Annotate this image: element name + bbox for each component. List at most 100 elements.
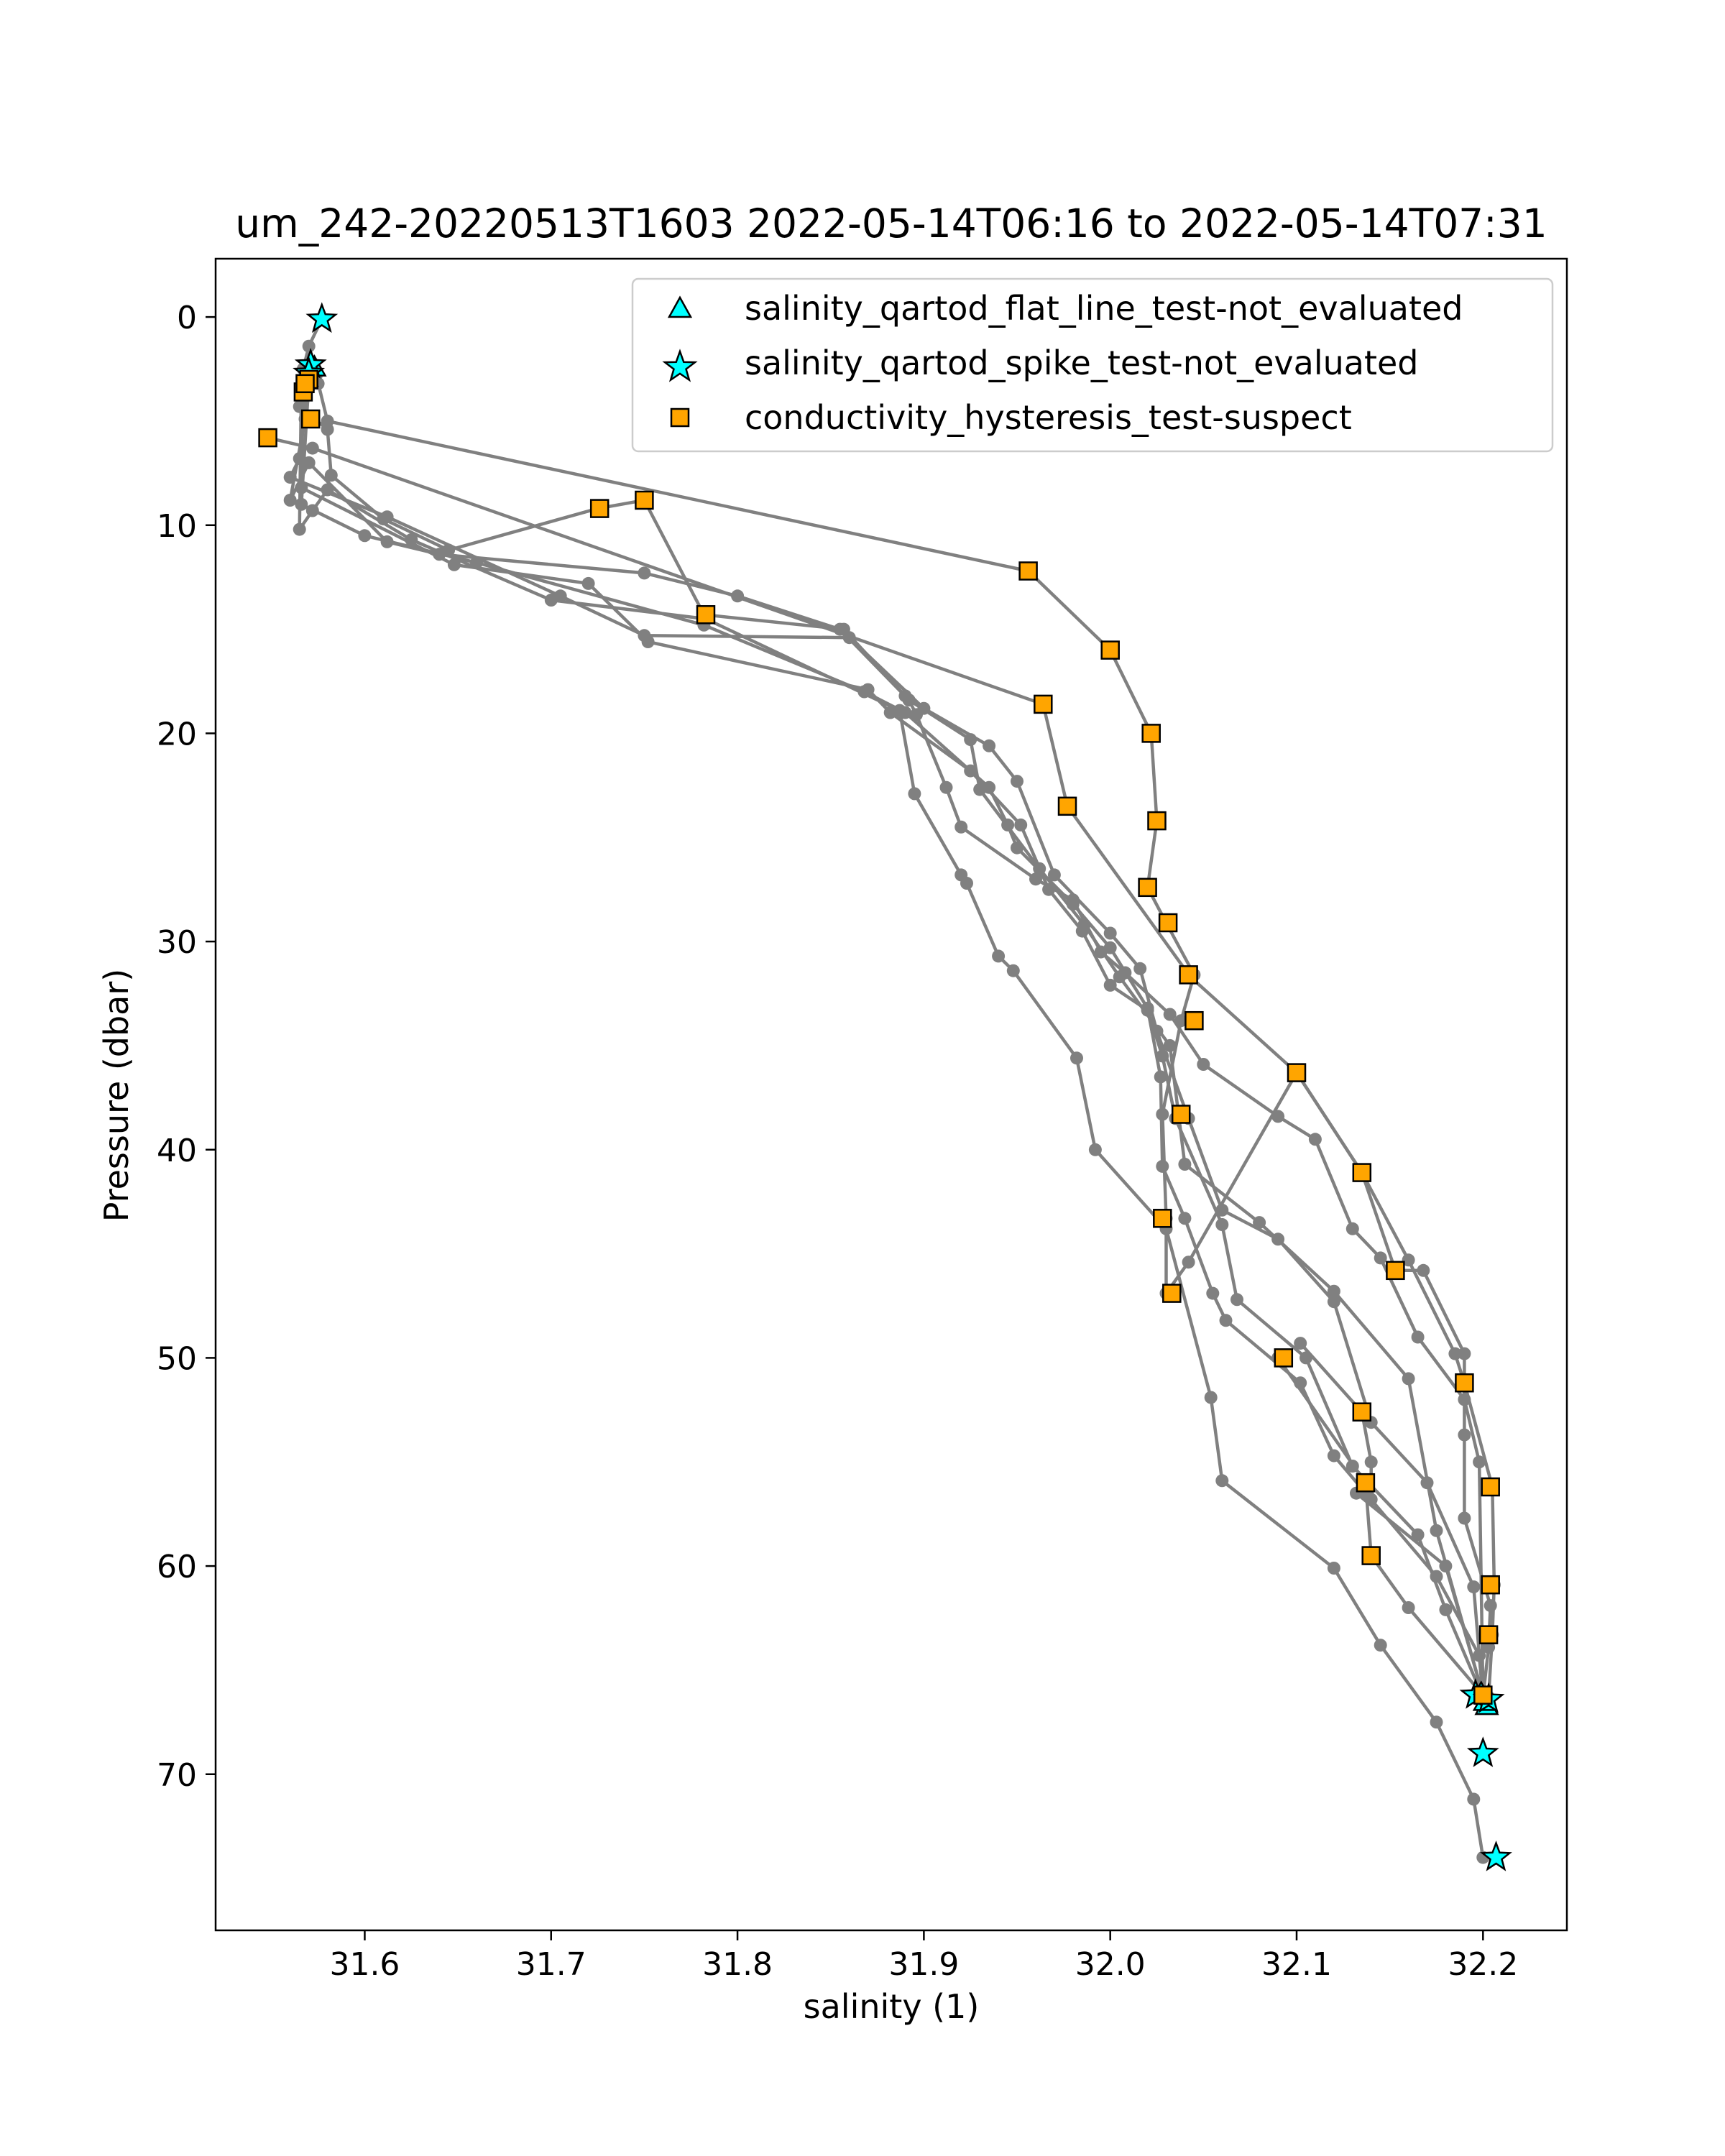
profile-point [321, 483, 334, 497]
profile-point [1219, 1314, 1233, 1327]
profile-point [1042, 883, 1056, 896]
profile-point [293, 522, 306, 536]
y-tick-label: 70 [157, 1757, 197, 1794]
legend-label-spike: salinity_qartod_spike_test-not_evaluated [745, 344, 1418, 382]
profile-line-1 [298, 318, 1485, 1695]
hysteresis-flag-marker [1158, 913, 1178, 933]
profile-point [305, 441, 319, 455]
y-tick-label: 0 [177, 300, 197, 336]
profile-point [1156, 1159, 1169, 1173]
hysteresis-flag-marker [1184, 1010, 1204, 1031]
profile-point [358, 529, 372, 543]
x-tick-label: 31.7 [516, 1946, 586, 1983]
profile-point [638, 566, 651, 580]
profile-point [1066, 898, 1080, 911]
profile-point [1364, 1455, 1378, 1469]
y-axis-label: Pressure (dbar) [97, 969, 136, 1222]
y-tick-label: 10 [157, 508, 197, 545]
profile-point [1103, 941, 1117, 954]
profile-point [1253, 1216, 1266, 1230]
hysteresis-flag-marker [1386, 1261, 1405, 1281]
profile-point [1473, 1649, 1486, 1662]
hysteresis-flag-marker [1034, 694, 1053, 714]
profile-point [305, 504, 319, 517]
hysteresis-flag-marker [1018, 561, 1038, 581]
profile-point [1374, 1251, 1387, 1265]
hysteresis-flag-marker [1478, 1625, 1499, 1644]
profile-point [321, 414, 334, 428]
profile-point [992, 949, 1006, 963]
profile-point [1182, 1256, 1195, 1269]
y-tick-label: 30 [157, 924, 197, 961]
profile-point [1133, 962, 1147, 975]
profile-point [302, 339, 316, 353]
spike-flag-marker [1466, 1736, 1499, 1767]
profile-point [1163, 1008, 1177, 1021]
profile-point [1439, 1560, 1453, 1573]
legend-star-icon [662, 349, 698, 382]
hysteresis-flag-marker [1361, 1546, 1381, 1565]
y-tick-label: 40 [157, 1133, 197, 1169]
profile-point [1047, 868, 1061, 882]
hysteresis-flag-marker [1287, 1063, 1307, 1082]
profile-point [1420, 1476, 1434, 1490]
x-tick-label: 31.9 [888, 1946, 959, 1983]
profile-point [1141, 1001, 1154, 1015]
hysteresis-flag-marker [1171, 1105, 1191, 1124]
profile-point [939, 780, 953, 794]
hysteresis-flag-marker [1138, 877, 1157, 898]
profile-point [1448, 1347, 1462, 1360]
profile-point [283, 471, 297, 484]
profile-point [1484, 1599, 1497, 1613]
profile-point [1230, 1293, 1243, 1307]
profile-point [1011, 841, 1024, 854]
profile-point [1271, 1233, 1285, 1246]
hysteresis-flag-marker [295, 374, 315, 394]
profile-point [1308, 1133, 1322, 1146]
y-tick-label: 50 [157, 1340, 197, 1377]
profile-point [1174, 1014, 1188, 1028]
profile-point [1029, 872, 1042, 886]
x-tick-label: 32.1 [1261, 1946, 1332, 1983]
plot-area [258, 302, 1512, 1871]
profile-point [447, 558, 461, 571]
profile-point [1439, 1603, 1453, 1616]
profile-point [1178, 1212, 1192, 1225]
profile-point [1206, 1286, 1220, 1300]
x-tick-label: 32.2 [1448, 1946, 1518, 1983]
profile-point [1467, 1580, 1481, 1594]
y-tick-label: 20 [157, 716, 197, 752]
y-tick-label: 60 [157, 1549, 197, 1585]
hysteresis-flag-marker [1481, 1477, 1500, 1497]
plot-frame [214, 257, 1568, 1932]
hysteresis-flag-marker [635, 490, 654, 510]
profile-point [1458, 1428, 1471, 1442]
profile-point [1374, 1639, 1387, 1652]
legend-frame [631, 277, 1554, 453]
profile-point [1411, 1330, 1425, 1344]
profile-point [1346, 1222, 1359, 1235]
profile-point [983, 739, 996, 752]
hysteresis-flag-marker [1473, 1685, 1493, 1705]
spike-flag-marker [305, 302, 339, 333]
y-axis-ticks: 0 10 20 30 40 50 60 70 [157, 300, 216, 1794]
hysteresis-flag-marker [1481, 1575, 1500, 1595]
profile-point [1430, 1715, 1443, 1729]
profile-point [1215, 1474, 1229, 1488]
profile-point [1473, 1455, 1486, 1469]
profile-point [1103, 926, 1117, 940]
chart-title: um_242-20220513T1603 2022-05-14T06:16 to… [235, 201, 1547, 247]
profile-point [983, 780, 996, 794]
profile-point [1113, 970, 1126, 984]
profile-point [1430, 1570, 1443, 1583]
profile-point [1011, 775, 1024, 788]
hysteresis-flag-marker [1141, 724, 1161, 743]
x-tick-label: 31.8 [702, 1946, 773, 1983]
profile-point [1204, 1391, 1218, 1404]
hysteresis-flag-marker [589, 499, 610, 518]
profile-point [641, 635, 655, 648]
x-axis-label: salinity (1) [804, 1987, 980, 2026]
profile-point [960, 877, 973, 890]
profile-line-4 [300, 392, 1485, 1698]
